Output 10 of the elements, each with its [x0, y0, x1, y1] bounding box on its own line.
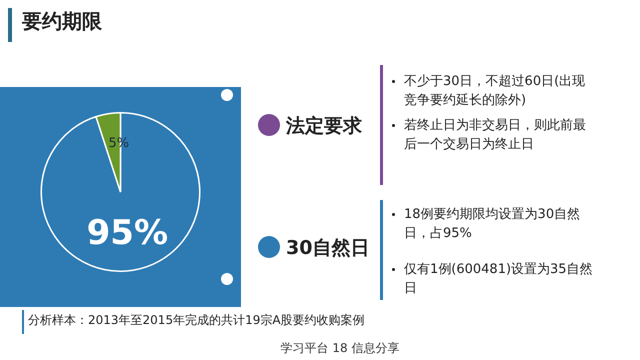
text: 学习平台 18 信息分享	[280, 340, 400, 357]
text: 分析样本：2013年至2015年完成的共计19宗A股要约收购案例	[28, 312, 366, 329]
text: 30自然日	[286, 236, 370, 261]
text: 法定要求	[286, 114, 363, 139]
text: 仅有1例(600481)设置为35自然日	[404, 261, 594, 298]
text: 18例要约期限均设置为30自然日，占95%	[404, 206, 582, 243]
data-label: 95%	[86, 212, 168, 253]
chart-title: 要约期限	[22, 8, 102, 35]
text: 若终止日为非交易日，则此前最后一个交易日为终止日	[404, 117, 587, 154]
text: 不少于30日，不超过60日(出现竞争要约延长的除外)	[404, 73, 586, 110]
